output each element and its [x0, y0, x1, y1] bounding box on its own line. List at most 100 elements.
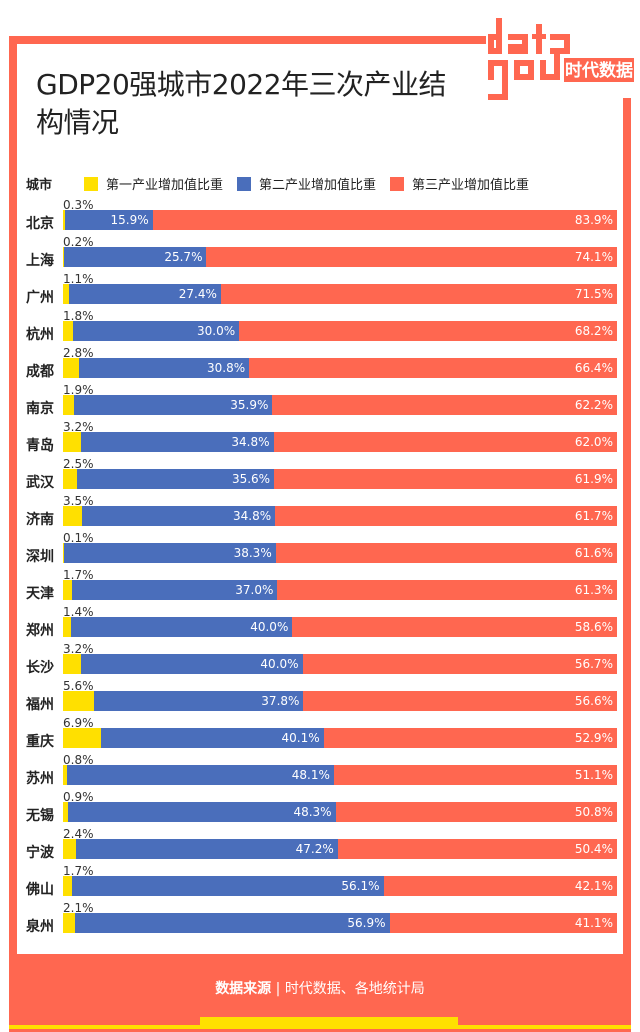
tertiary-segment: 42.1% [383, 876, 617, 896]
tertiary-value-label: 56.6% [574, 694, 613, 708]
tertiary-segment: 41.1% [389, 913, 617, 933]
tertiary-segment: 56.7% [302, 654, 617, 674]
secondary-value-label: 30.8% [207, 361, 246, 375]
legend-label: 第一产业增加值比重 [106, 178, 224, 193]
primary-share-label: 5.6% [63, 679, 94, 693]
primary-share-label: 0.1% [63, 531, 94, 545]
footer-accent-line [9, 1025, 631, 1029]
tertiary-segment: 58.6% [292, 617, 617, 637]
bar-row: 济南 3.5% 34.8% 61.7% [0, 494, 640, 533]
secondary-segment: 38.3% [63, 543, 276, 563]
bar-row: 武汉 2.5% 35.6% 61.9% [0, 457, 640, 496]
bar-row: 成都 2.8% 30.8% 66.4% [0, 346, 640, 385]
legend-item-secondary: 第二产业增加值比重 [237, 174, 376, 193]
primary-share-label: 0.3% [63, 198, 94, 212]
stacked-bar: 35.6% 61.9% [63, 469, 617, 489]
legend: 城市 第一产业增加值比重 第二产业增加值比重 第三产业增加值比重 [26, 174, 543, 193]
primary-segment [63, 728, 102, 748]
secondary-segment: 37.8% [94, 691, 304, 711]
tertiary-segment: 56.6% [303, 691, 617, 711]
primary-segment [63, 284, 70, 304]
secondary-value-label: 15.9% [110, 213, 149, 227]
tertiary-segment: 61.6% [275, 543, 617, 563]
bar-row: 北京 0.3% 15.9% 83.9% [0, 198, 640, 237]
legend-swatch [84, 176, 99, 191]
stacked-bar: 37.0% 61.3% [63, 580, 617, 600]
bar-row: 深圳 0.1% 38.3% 61.6% [0, 531, 640, 570]
city-label: 青岛 [26, 438, 54, 454]
stacked-bar: 40.0% 56.7% [63, 654, 617, 674]
city-label: 天津 [26, 586, 54, 602]
secondary-segment: 35.9% [73, 395, 273, 415]
secondary-segment: 34.8% [82, 506, 276, 526]
primary-share-label: 3.2% [63, 420, 94, 434]
primary-share-label: 3.2% [63, 642, 94, 656]
tertiary-value-label: 61.3% [574, 583, 613, 597]
primary-share-label: 1.1% [63, 272, 94, 286]
tertiary-segment: 62.2% [272, 395, 617, 415]
chart-title: GDP20强城市2022年三次产业结构情况 [36, 68, 447, 139]
secondary-value-label: 35.6% [231, 472, 271, 486]
source-label: 数据来源 [215, 981, 272, 997]
tertiary-segment: 83.9% [152, 210, 617, 230]
tertiary-segment: 74.1% [206, 247, 617, 267]
primary-segment [63, 876, 73, 896]
stacked-bar: 37.8% 56.6% [63, 691, 617, 711]
stacked-bar: 30.0% 68.2% [63, 321, 617, 341]
primary-segment [63, 395, 74, 415]
secondary-segment: 40.1% [101, 728, 324, 748]
legend-label: 第二产业增加值比重 [259, 178, 377, 193]
primary-share-label: 1.9% [63, 383, 94, 397]
tertiary-value-label: 50.4% [574, 842, 613, 856]
bar-row: 长沙 3.2% 40.0% 56.7% [0, 642, 640, 681]
primary-share-label: 2.1% [63, 901, 94, 915]
tertiary-segment: 61.3% [277, 580, 617, 600]
stacked-bar: 35.9% 62.2% [63, 395, 617, 415]
brand-logo: 时代数据 [486, 18, 638, 100]
tertiary-segment: 52.9% [323, 728, 617, 748]
secondary-value-label: 48.1% [291, 768, 330, 782]
secondary-segment: 25.7% [64, 247, 207, 267]
city-label: 郑州 [26, 623, 54, 639]
city-label: 泉州 [26, 919, 54, 935]
city-label: 成都 [26, 364, 54, 380]
primary-segment [63, 765, 68, 785]
bar-row: 南京 1.9% 35.9% 62.2% [0, 383, 640, 422]
secondary-value-label: 47.2% [295, 842, 334, 856]
secondary-value-label: 40.0% [250, 620, 289, 634]
city-label: 上海 [26, 253, 54, 269]
primary-share-label: 1.8% [63, 309, 94, 323]
tertiary-value-label: 41.1% [574, 916, 613, 930]
bar-row: 天津 1.7% 37.0% 61.3% [0, 568, 640, 607]
legend-swatch [390, 176, 405, 191]
city-label: 武汉 [26, 475, 54, 491]
tertiary-value-label: 51.1% [574, 768, 613, 782]
primary-segment [63, 321, 73, 341]
secondary-segment: 34.8% [80, 432, 274, 452]
secondary-value-label: 38.3% [233, 546, 272, 560]
tertiary-value-label: 50.8% [574, 805, 613, 819]
tertiary-value-label: 61.7% [574, 509, 613, 523]
primary-segment [63, 691, 95, 711]
source-note: 数据来源 | 时代数据、各地统计局 [0, 978, 640, 998]
stacked-bar: 27.4% 71.5% [63, 284, 617, 304]
bar-row: 郑州 1.4% 40.0% 58.6% [0, 605, 640, 644]
tertiary-value-label: 83.9% [574, 213, 613, 227]
footer-accent-bar [200, 1017, 458, 1027]
tertiary-segment: 51.1% [333, 765, 617, 785]
secondary-value-label: 56.1% [341, 879, 380, 893]
primary-segment [63, 210, 65, 230]
city-label: 重庆 [26, 734, 54, 750]
secondary-value-label: 37.0% [235, 583, 274, 597]
tertiary-value-label: 61.9% [574, 472, 613, 486]
city-label: 南京 [26, 401, 54, 417]
primary-share-label: 1.7% [63, 864, 94, 878]
city-label: 无锡 [26, 808, 54, 824]
primary-share-label: 2.4% [63, 827, 94, 841]
primary-segment [63, 802, 68, 822]
tertiary-segment: 71.5% [220, 284, 617, 304]
primary-share-label: 0.2% [63, 235, 94, 249]
stacked-bar: 56.9% 41.1% [63, 913, 617, 933]
stacked-bar: 48.1% 51.1% [63, 765, 617, 785]
city-label: 深圳 [26, 549, 54, 565]
